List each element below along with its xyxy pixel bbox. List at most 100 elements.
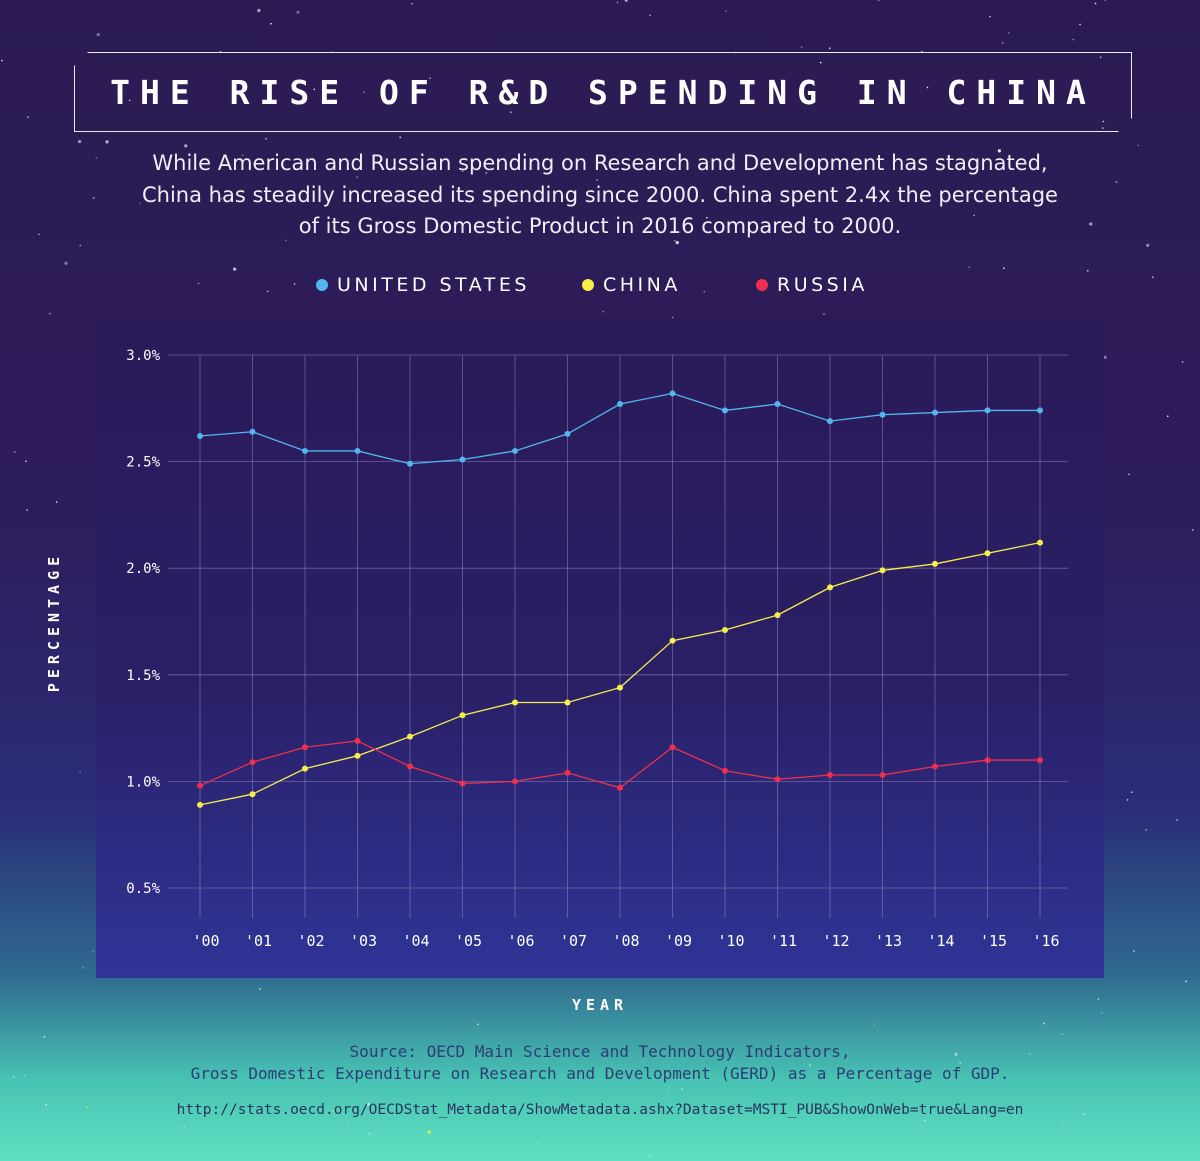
star — [241, 154, 244, 156]
data-point-russia — [669, 744, 676, 751]
y-tick-label: 2.5% — [126, 455, 160, 471]
star — [331, 1109, 334, 1112]
star — [79, 244, 82, 247]
star — [984, 1117, 986, 1120]
legend-item-united-states: UNITED STATES — [316, 274, 530, 296]
star — [1145, 829, 1147, 831]
data-point-russia — [1037, 757, 1043, 764]
star — [95, 157, 98, 159]
star — [45, 1103, 48, 1106]
star — [1146, 243, 1150, 247]
star — [616, 1, 619, 4]
x-tick-label: '11 — [770, 932, 797, 950]
data-point-russia — [564, 769, 571, 776]
star — [399, 136, 401, 139]
data-point-china — [617, 684, 623, 691]
star — [1185, 980, 1187, 983]
star — [873, 1023, 876, 1026]
star — [81, 967, 84, 969]
source-url[interactable]: http://stats.oecd.org/OECDStat_Metadata/… — [176, 1102, 1024, 1118]
x-tick-label: '14 — [927, 932, 954, 950]
star — [800, 46, 803, 49]
x-tick-label: '08 — [612, 932, 639, 950]
star — [1104, 0, 1106, 1]
x-tick-label: '03 — [350, 932, 377, 950]
star — [828, 47, 831, 49]
star — [536, 1142, 539, 1145]
star — [265, 137, 267, 140]
star — [461, 170, 464, 172]
data-point-russia — [617, 784, 623, 791]
y-tick-label: 3.0% — [126, 348, 160, 364]
star — [92, 197, 95, 199]
star — [823, 313, 825, 315]
star — [55, 501, 58, 503]
data-point-china — [669, 637, 676, 644]
subtitle: While American and Russian spending on R… — [142, 151, 1058, 238]
data-point-china — [197, 801, 203, 808]
data-point-russia — [932, 763, 938, 770]
star — [1101, 1011, 1103, 1014]
data-point-russia — [459, 780, 466, 787]
data-point-china — [932, 560, 938, 567]
star — [926, 86, 929, 89]
data-point-russia — [407, 763, 413, 770]
star — [649, 14, 651, 17]
data-point-china — [1037, 539, 1043, 546]
x-tick-label: '01 — [245, 932, 272, 950]
star — [78, 139, 82, 144]
data-point-united_states — [722, 407, 728, 414]
star — [1097, 998, 1100, 1001]
star — [668, 1087, 670, 1089]
star — [1, 59, 3, 62]
data-point-russia — [879, 772, 886, 779]
star — [356, 176, 358, 178]
star — [411, 2, 413, 5]
star — [1086, 269, 1089, 272]
star — [1130, 791, 1133, 793]
x-tick-label: '09 — [665, 932, 692, 950]
star — [92, 950, 95, 952]
data-point-russia — [722, 767, 728, 774]
page-title: THE RISE OF R&D SPENDING IN CHINA — [110, 72, 1096, 112]
data-point-united_states — [512, 447, 518, 454]
star — [1094, 2, 1097, 5]
data-point-china — [407, 733, 413, 740]
x-tick-label: '12 — [822, 932, 849, 950]
star — [27, 116, 29, 118]
data-point-united_states — [774, 401, 781, 408]
legend-item-china: CHINA — [582, 274, 681, 296]
star — [609, 1073, 612, 1076]
star — [86, 1106, 88, 1109]
source-line-2: Gross Domestic Expenditure on Research a… — [190, 1064, 1010, 1083]
star — [1152, 276, 1154, 279]
star — [602, 310, 605, 313]
title-frame — [74, 52, 1132, 132]
star — [197, 282, 200, 285]
chart-panel — [96, 318, 1104, 978]
star — [139, 202, 142, 205]
star — [233, 267, 237, 271]
star — [284, 239, 287, 242]
star — [183, 1126, 185, 1128]
data-point-russia — [984, 757, 991, 764]
x-tick-label: '04 — [402, 932, 429, 950]
star — [671, 316, 674, 319]
star — [313, 88, 316, 91]
star — [1079, 23, 1081, 26]
star — [363, 91, 365, 94]
star — [1115, 181, 1118, 183]
star — [954, 1052, 958, 1056]
star — [917, 1107, 919, 1109]
star — [96, 32, 100, 37]
data-point-russia — [774, 776, 781, 783]
data-point-united_states — [932, 409, 938, 416]
data-point-china — [354, 752, 361, 759]
star — [128, 99, 131, 102]
star — [1133, 950, 1135, 952]
data-point-united_states — [879, 411, 886, 418]
data-point-united_states — [302, 447, 308, 454]
legend-label-united-states: UNITED STATES — [337, 274, 530, 296]
star — [49, 312, 51, 315]
x-tick-label: '10 — [717, 932, 744, 950]
